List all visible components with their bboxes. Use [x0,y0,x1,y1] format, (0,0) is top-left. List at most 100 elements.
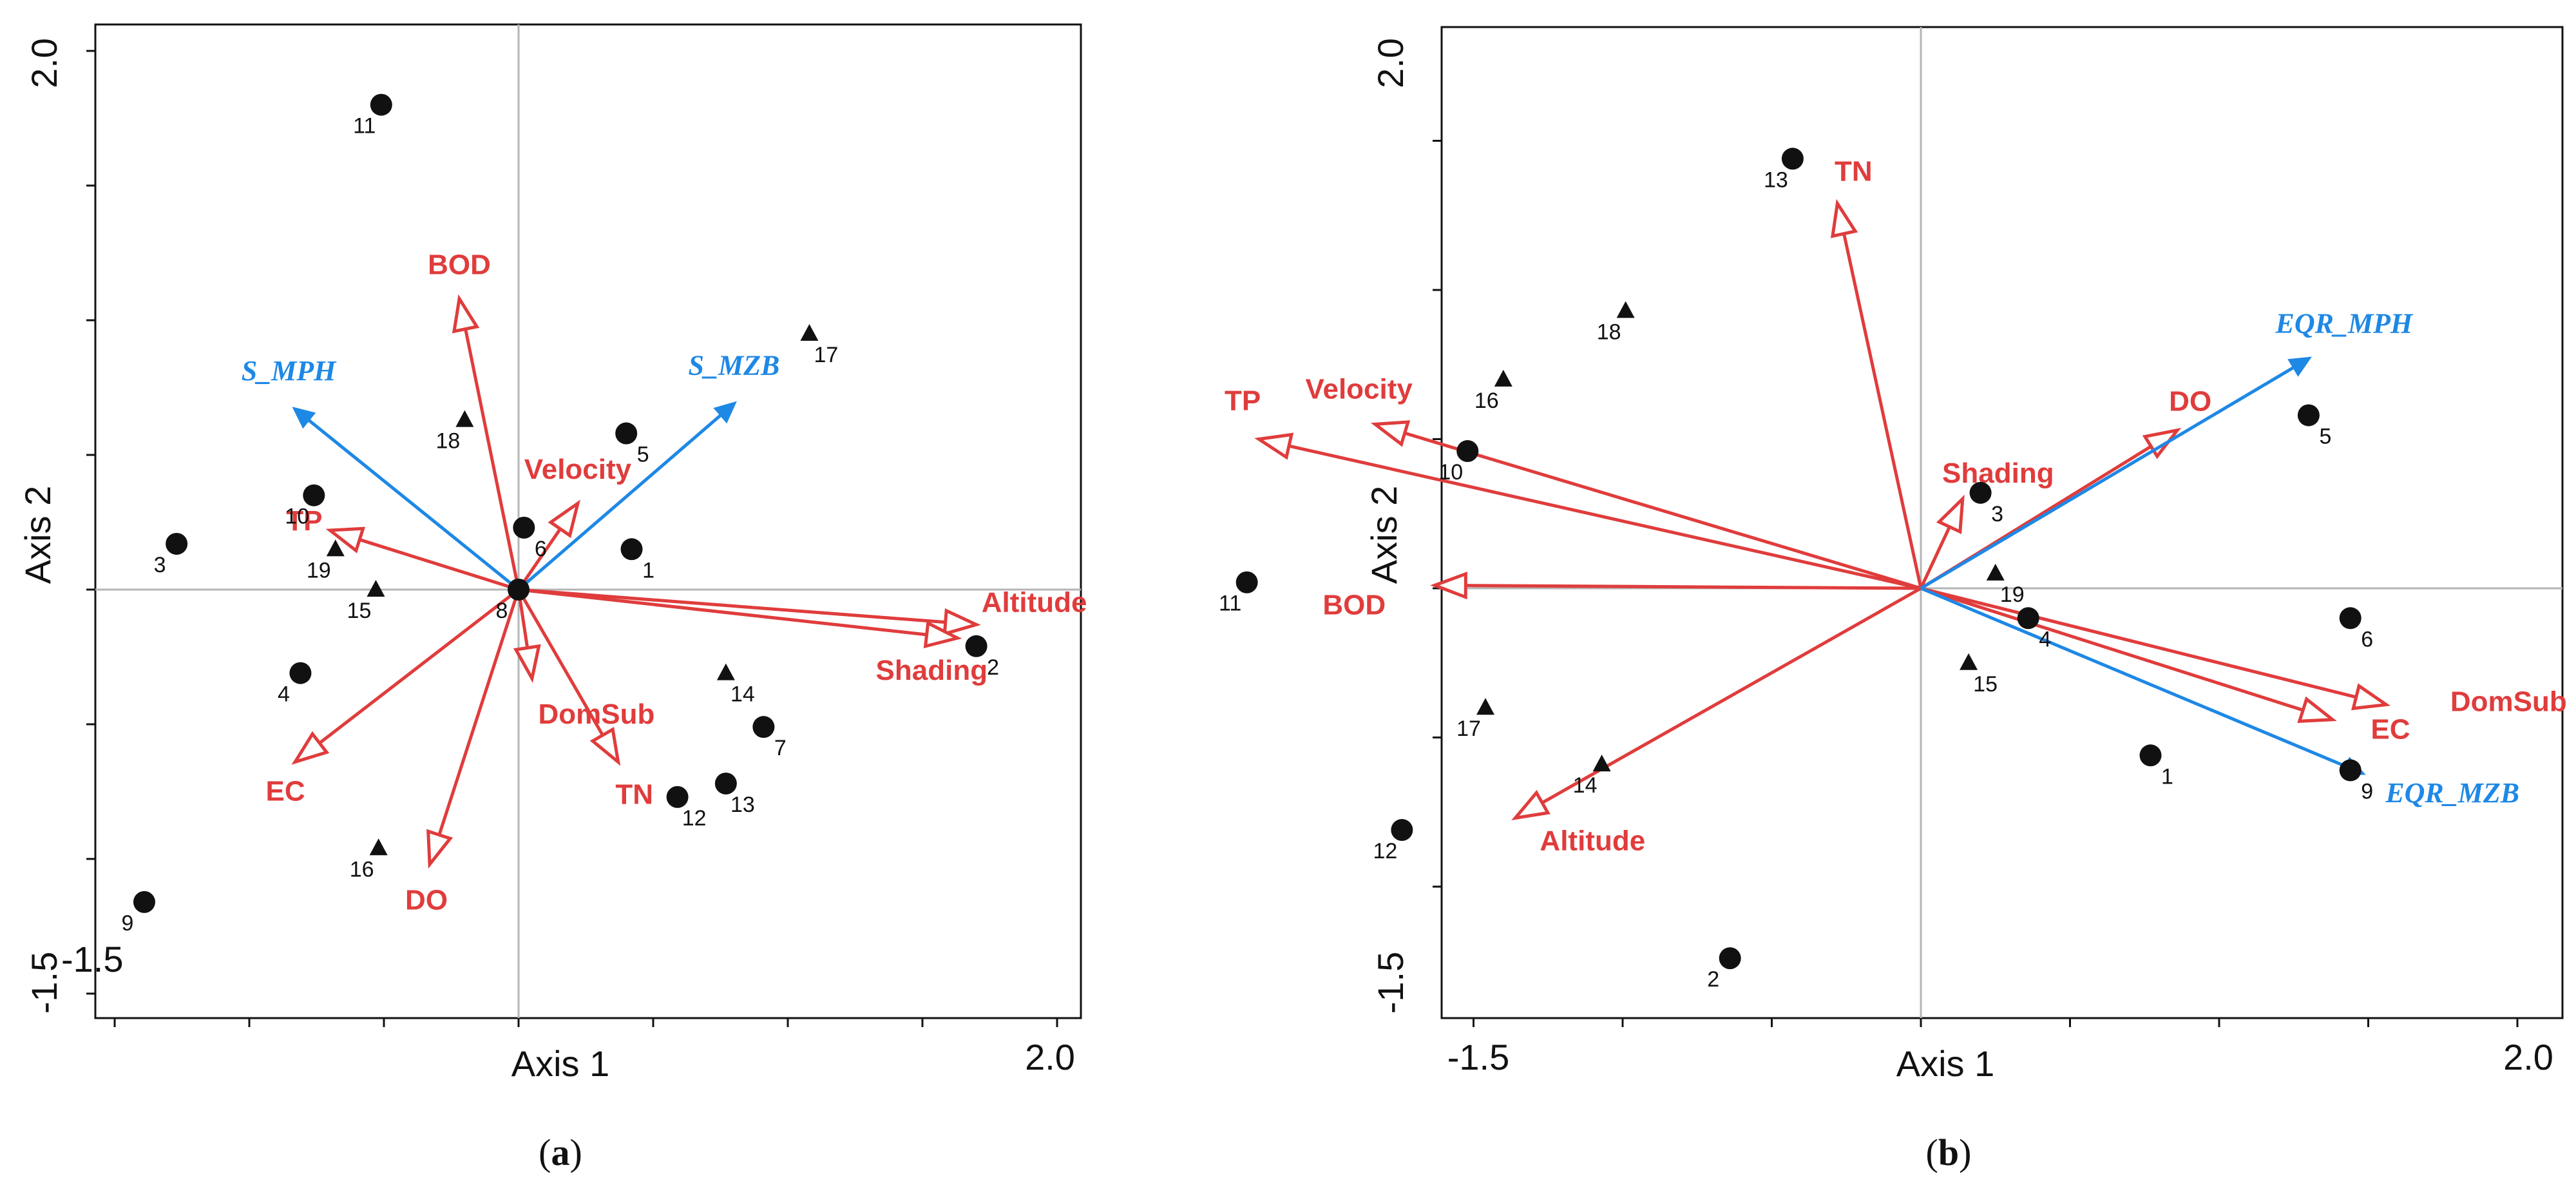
site-point-18 [1616,301,1635,318]
env-vector-do-shaft [437,589,520,836]
site-point-3 [166,532,188,555]
site-point-2 [965,635,987,657]
y-axis-title: Axis 2 [17,486,58,584]
site-label-2: 2 [987,655,999,680]
env-vector-label-altitude: Altitude [982,586,1087,618]
y-axis-title: Axis 2 [1364,486,1404,584]
env-vector-label-altitude: Altitude [1540,825,1645,857]
response-vector-s-mzb-shaft [517,407,730,591]
site-label-14: 14 [730,682,755,707]
panel-caption-letter: a [551,1131,570,1173]
env-vector-tp [325,526,519,592]
env-vector-do-head [426,829,453,869]
site-point-11 [1236,571,1258,593]
env-vector-label-domsub: DomSub [2450,686,2567,718]
response-vector-s-mzb [517,401,737,591]
site-label-11: 11 [1219,592,1241,616]
env-vector-label-tp: TP [1225,385,1261,417]
env-vector-tn [1830,198,1923,589]
response-vector-label-s-mph: S_MPH [242,355,337,387]
response-vector-eqr-mzb-shaft [1920,586,2357,773]
x-axis-title: Axis 1 [1896,1043,1995,1084]
site-label-19: 19 [307,558,331,583]
env-vector-velocity-shaft [1404,431,1922,590]
site-label-19: 19 [2000,583,2025,607]
env-vector-shading-head [1936,494,1965,534]
site-label-13: 13 [730,793,755,817]
env-vector-bod [1430,572,1922,600]
site-point-1 [2139,744,2162,767]
panel-caption: (a) [539,1131,582,1173]
site-label-17: 17 [814,343,839,367]
env-vector-ec-shaft [1920,586,2304,712]
site-label-16: 16 [1474,389,1499,413]
site-label-3: 3 [154,553,166,577]
ordination-panel-b: TN Velocity TP Shading DO BOD DomSub EC Altitude… [1219,26,2567,1173]
site-point-3 [1969,481,1992,504]
site-point-16 [369,838,388,856]
response-vectors: S_MPH S_MZB [242,350,779,591]
env-vector-label-velocity: Velocity [1306,373,1413,405]
site-point-6 [2339,607,2361,630]
site-point-13 [714,772,737,794]
site-point-7 [752,716,775,738]
site-label-5: 5 [2319,424,2331,448]
env-vector-bod-shaft [1465,584,1922,590]
environmental-vectors: TN Velocity TP Shading DO BOD DomSub EC Altitude [1225,156,2567,857]
env-vector-velocity [517,499,580,591]
site-point-18 [455,410,474,427]
response-vector-label-eqr-mzb: EQR_MZB [2385,777,2519,809]
response-vector-s-mzb-head [713,401,737,424]
env-vector-label-tp: TP [286,505,322,537]
site-point-9 [2339,759,2361,782]
site-point-11 [370,93,392,116]
env-vector-ec-shaft [318,588,520,745]
axis-ticks [86,50,1058,1027]
site-label-14: 14 [1573,773,1598,798]
env-vector-tn-head [589,726,621,766]
env-vector-bod [452,294,520,590]
panel-caption: (b) [1926,1131,1972,1173]
site-point-4 [2017,607,2039,630]
response-vector-s-mph [292,407,520,591]
site-point-10 [303,484,325,506]
env-vector-ec [1920,586,2337,723]
site-point-1 [620,538,643,561]
site-label-11: 11 [353,114,376,139]
site-label-6: 6 [2361,627,2373,651]
env-vector-ec [291,588,520,765]
env-vector-ec-head [2297,696,2337,723]
site-point-4 [289,662,312,684]
env-vector-label-shading: Shading [1942,457,2054,489]
env-vector-label-bod: BOD [428,249,491,281]
site-label-4: 4 [2039,627,2051,651]
env-vector-tp [1254,432,1922,590]
env-vector-velocity-head [1370,420,1411,447]
env-vector-velocity-shaft [517,528,562,591]
site-label-18: 18 [435,429,460,454]
site-label-1: 1 [2161,764,2173,789]
site-point-12 [1391,819,1413,842]
site-label-10: 10 [285,505,309,529]
env-vector-tn [517,588,621,766]
site-point-15 [1960,653,1978,670]
env-vector-domsub-shaft [1920,586,2357,699]
site-label-4: 4 [278,682,290,707]
x-tick-label-right: 2.0 [2503,1037,2553,1077]
site-label-17: 17 [1456,717,1481,741]
site-label-1: 1 [642,558,654,583]
site-point-2 [1719,947,1741,970]
env-vector-label-tn: TN [1835,156,1873,188]
env-vector-shading-shaft [518,588,927,637]
env-vector-label-tn: TN [615,779,653,811]
response-vectors: EQR_MPH EQR_MZB [1920,307,2519,809]
site-point-12 [666,785,689,808]
env-vector-altitude-head [1511,789,1550,821]
site-label-13: 13 [1764,168,1788,192]
env-vector-do [426,589,520,869]
site-point-14 [1592,755,1611,772]
site-point-19 [326,539,345,557]
ordination-panel-a: BODVelocityTPAltitudeShadingDomSubTNECDO… [17,23,1087,1173]
